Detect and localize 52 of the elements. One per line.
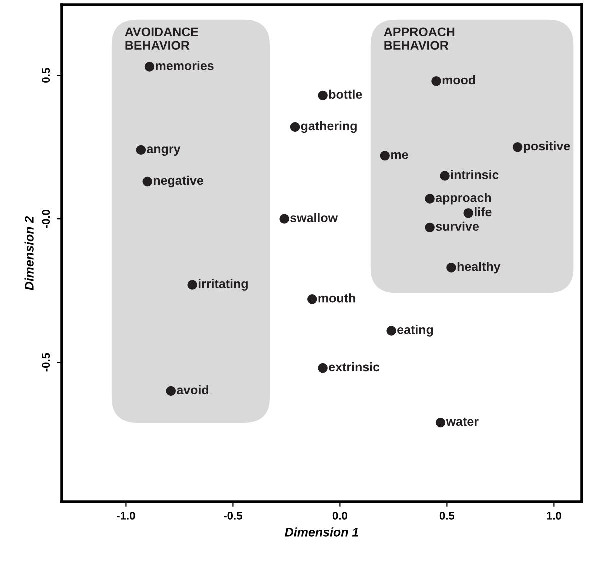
series-label: life (475, 208, 492, 217)
y-tick-label: -0.0 (42, 210, 50, 228)
point (432, 76, 442, 86)
series-label: approach (436, 193, 492, 205)
point (144, 62, 155, 72)
x-tick-label: 1.0 (547, 512, 562, 520)
point (280, 214, 290, 224)
x-tick-label: -0.5 (224, 512, 242, 520)
series-label: me (392, 152, 408, 160)
y-tick-label: 0.5 (42, 68, 50, 83)
point (166, 386, 176, 396)
series-label: memories (156, 61, 214, 70)
point (290, 122, 300, 132)
point (464, 208, 474, 218)
point (436, 418, 446, 428)
annotation: AVOIDANCE BEHAVIOR (125, 28, 199, 50)
series-label: gathering (301, 121, 357, 134)
series-label: water (446, 418, 479, 426)
y-axis-title: Dimension 2 (24, 216, 34, 290)
series-label: mouth (318, 294, 356, 303)
point (188, 280, 198, 290)
series-label: intrinsic (451, 170, 499, 180)
series-label: positive (524, 142, 570, 154)
point (446, 262, 456, 273)
x-tick-label: 0.5 (440, 512, 455, 520)
point (425, 222, 435, 233)
series-label: irritating (198, 279, 248, 291)
annotation: APPROACH BEHAVIOR (384, 28, 455, 50)
x-tick-label: 0.0 (332, 512, 348, 520)
series-label: angry (147, 146, 181, 156)
series-label: avoid (177, 385, 209, 395)
point (318, 90, 328, 101)
series-label: mood (442, 76, 476, 85)
series-label: negative (154, 176, 204, 188)
series-label: survive (436, 222, 479, 232)
point (136, 145, 146, 156)
series-label: bottle (329, 90, 362, 100)
point (440, 171, 450, 181)
point (380, 151, 390, 161)
series-label: healthy (458, 262, 501, 274)
x-tick-label: -1.0 (117, 512, 136, 520)
point (142, 176, 152, 187)
point (308, 294, 318, 304)
point (318, 363, 328, 374)
series-label: extrinsic (329, 362, 380, 372)
y-tick-label: -0.5 (42, 353, 50, 372)
series-label: swallow (290, 213, 338, 222)
x-axis-title: Dimension 1 (285, 528, 358, 537)
point (386, 326, 396, 336)
series-label: eating (398, 325, 434, 337)
point (512, 142, 523, 152)
point (425, 194, 435, 204)
